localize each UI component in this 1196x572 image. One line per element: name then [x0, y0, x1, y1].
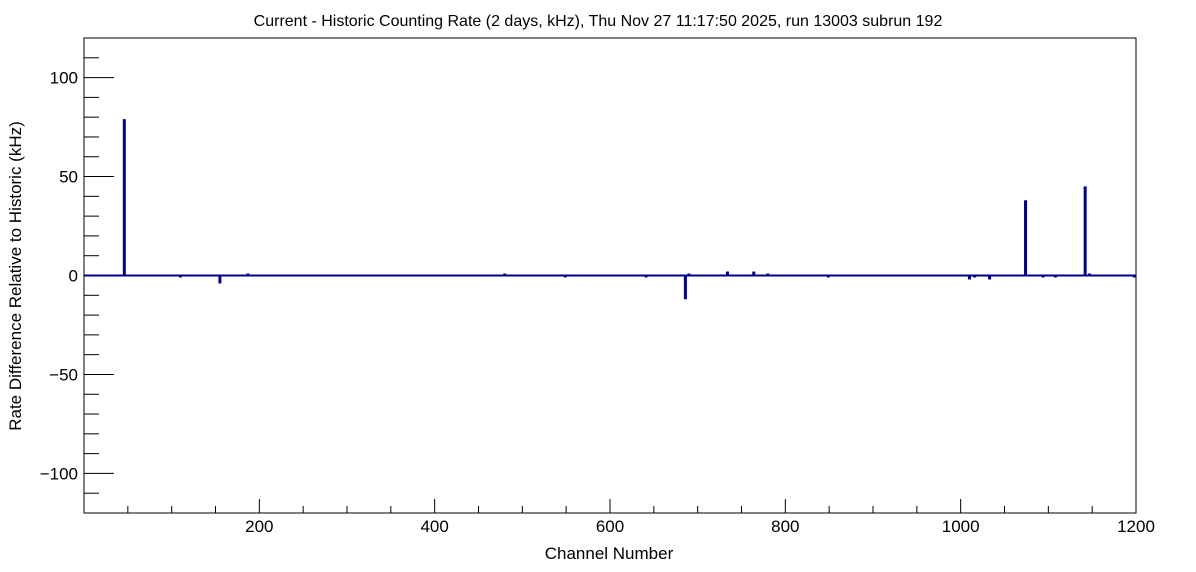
chart-title: Current - Historic Counting Rate (2 days… [254, 13, 943, 30]
histogram-bar [766, 273, 770, 276]
histogram-bar [683, 275, 687, 300]
histogram-bar [1053, 275, 1057, 278]
x-tick-label: 800 [771, 517, 799, 536]
histogram-bar [644, 275, 648, 278]
x-tick-label: 200 [245, 517, 273, 536]
x-tick-label: 1000 [942, 517, 980, 536]
y-tick-label: 50 [59, 168, 78, 187]
histogram-bar [503, 273, 507, 276]
data-bars [122, 119, 1136, 300]
histogram-bar [1083, 186, 1087, 276]
histogram-bar [1132, 275, 1136, 278]
histogram-bar [826, 275, 830, 278]
x-axis: 200 400 600 800 1000 1200 [127, 499, 1155, 536]
y-axis-title: Rate Difference Relative to Historic (kH… [6, 121, 25, 431]
histogram-bar [122, 119, 126, 276]
histogram-bar [246, 273, 250, 276]
histogram-bar [218, 275, 222, 284]
x-tick-label: 400 [420, 517, 448, 536]
y-tick-label: −50 [49, 365, 78, 384]
histogram-bar [178, 275, 182, 278]
y-tick-label: 100 [50, 69, 78, 88]
x-axis-title: Channel Number [545, 544, 674, 563]
y-tick-label: −100 [40, 464, 78, 483]
histogram-bar [1088, 273, 1092, 276]
histogram-bar [988, 275, 992, 280]
y-tick-label: 0 [69, 267, 78, 286]
histogram-bar [1041, 275, 1045, 278]
histogram-bar [563, 275, 567, 278]
histogram-bar [752, 271, 756, 276]
x-tick-label: 1200 [1117, 517, 1155, 536]
histogram-bar [973, 275, 977, 278]
x-tick-label: 600 [596, 517, 624, 536]
histogram-bar [1024, 200, 1028, 276]
histogram-bar [725, 271, 729, 276]
histogram-bar [687, 273, 691, 276]
histogram-bar [967, 275, 971, 280]
